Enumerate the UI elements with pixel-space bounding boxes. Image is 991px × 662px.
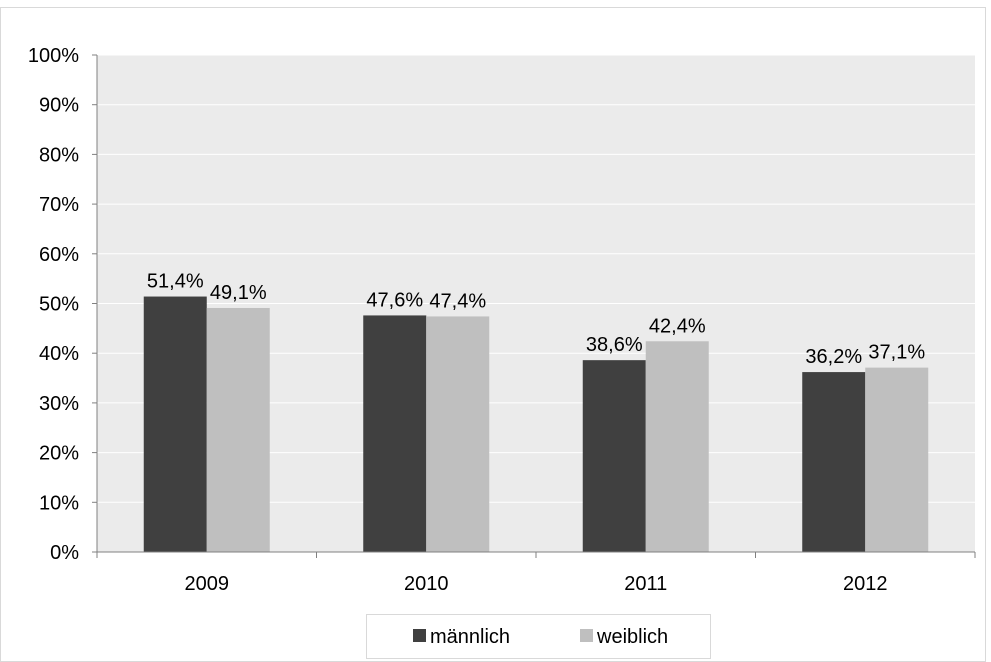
- bar-weiblich-2012: [865, 367, 929, 552]
- legend: männlich weiblich: [366, 614, 711, 659]
- data-label: 38,6%: [586, 334, 643, 356]
- y-tick-label: 0%: [50, 542, 79, 564]
- y-tick-labels: 0% 10% 20% 30% 40% 50% 60% 70% 80% 90% 100%: [28, 45, 79, 564]
- bar-maennlich-2012: [802, 372, 866, 552]
- data-label: 42,4%: [649, 315, 706, 337]
- data-label: 36,2%: [805, 346, 862, 368]
- data-label: 49,1%: [210, 282, 267, 304]
- x-tick-labels: 2009 2010 2011 2012: [185, 573, 888, 595]
- y-tick-label: 40%: [39, 343, 79, 365]
- x-tick-label: 2012: [843, 573, 888, 595]
- data-label: 47,6%: [366, 289, 423, 311]
- data-labels: 51,4% 49,1% 47,6% 47,4% 38,6% 42,4% 36,2% 37,1%: [147, 271, 925, 369]
- bar-weiblich-2010: [426, 316, 490, 552]
- bar-maennlich-2011: [582, 360, 646, 552]
- bars: [143, 296, 929, 552]
- bar-weiblich-2011: [645, 341, 709, 552]
- axes: [96, 55, 975, 553]
- y-tick-label: 50%: [39, 294, 79, 316]
- legend-label-maennlich: männlich: [430, 626, 510, 648]
- data-label: 51,4%: [147, 271, 204, 293]
- bar-weiblich-2009: [206, 307, 270, 552]
- x-tick-label: 2010: [404, 573, 449, 595]
- legend-swatch-maennlich: [413, 629, 426, 642]
- data-label: 47,4%: [429, 290, 486, 312]
- legend-label-weiblich: weiblich: [596, 626, 668, 648]
- bar-maennlich-2010: [363, 315, 427, 552]
- data-label: 37,1%: [868, 342, 925, 364]
- bar-maennlich-2009: [143, 296, 207, 552]
- y-tick-label: 90%: [39, 95, 79, 117]
- x-tick-label: 2009: [185, 573, 230, 595]
- y-tick-label: 60%: [39, 244, 79, 266]
- legend-swatch-weiblich: [580, 629, 593, 642]
- y-tick-label: 10%: [39, 492, 79, 514]
- y-tick-label: 30%: [39, 393, 79, 415]
- x-tick-label: 2011: [624, 573, 667, 595]
- y-tick-label: 20%: [39, 443, 79, 465]
- y-tick-label: 70%: [39, 194, 79, 216]
- y-tick-label: 100%: [28, 45, 79, 67]
- y-tick-label: 80%: [39, 144, 79, 166]
